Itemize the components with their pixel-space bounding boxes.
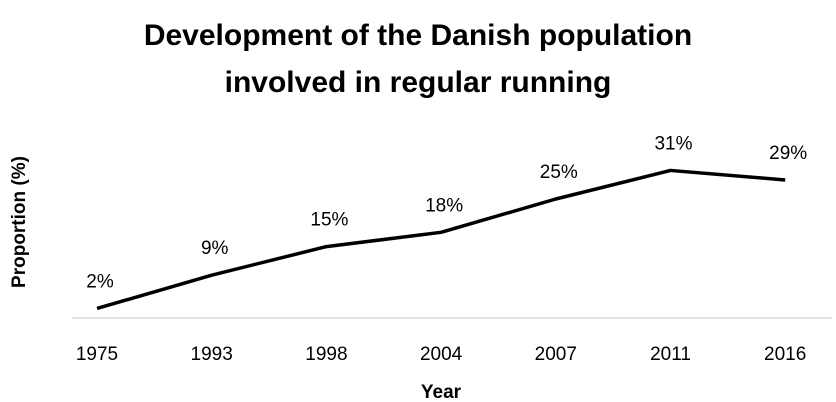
data-label: 31% — [654, 133, 692, 154]
x-tick-label: 1993 — [191, 344, 233, 365]
x-tick-label: 1998 — [305, 344, 347, 365]
x-tick-label: 2004 — [420, 344, 463, 365]
y-axis-label: Proportion (%) — [9, 156, 30, 288]
x-tick-label: 2016 — [764, 344, 806, 365]
data-line — [96, 168, 786, 311]
data-label: 29% — [769, 143, 807, 164]
data-label: 9% — [201, 238, 229, 259]
data-label: 15% — [310, 210, 348, 231]
x-tick-label: 2011 — [650, 344, 691, 365]
x-axis-label: Year — [421, 382, 462, 402]
data-label: 25% — [540, 162, 578, 183]
x-tick-label: 1975 — [76, 344, 118, 365]
data-label: 2% — [86, 271, 114, 292]
data-label: 18% — [425, 195, 463, 216]
chart-title: Development of the Danish population inv… — [143, 19, 693, 99]
x-tick-label: 2007 — [535, 344, 577, 365]
